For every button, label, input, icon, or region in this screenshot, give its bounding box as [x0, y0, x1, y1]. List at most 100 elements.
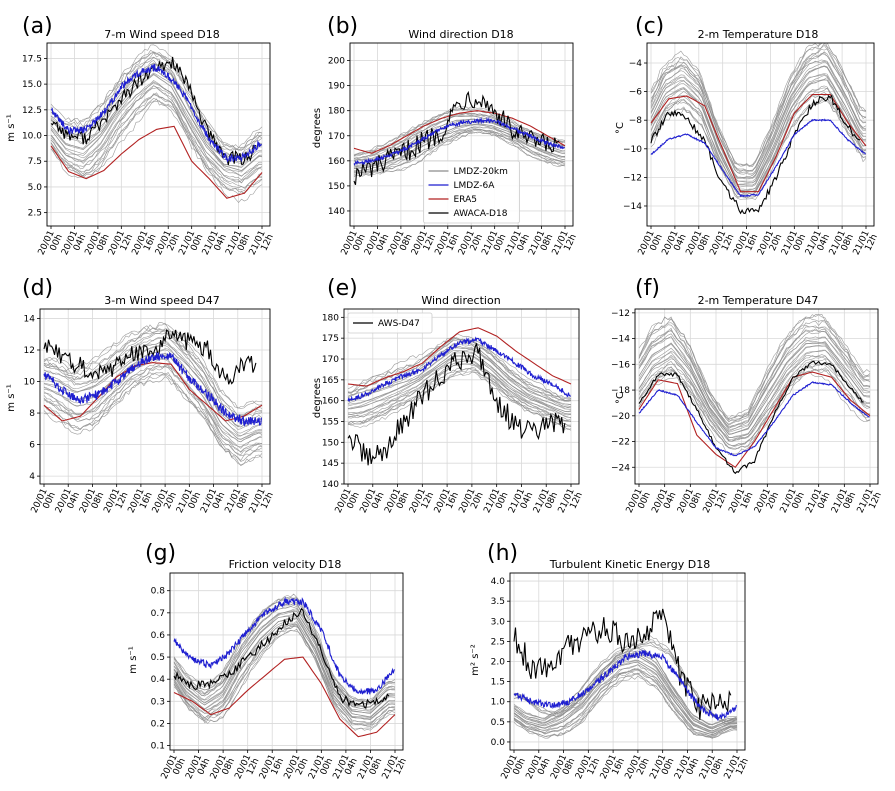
- panel-d: (d) 3-m Wind speed D47 m s⁻¹ 4 6 8 10 12 14 20…: [6, 276, 276, 519]
- series-lmdz20-member: [650, 79, 867, 188]
- x-tick-label: 20/0108h: [383, 487, 411, 519]
- x-tick-label: 20/0120h: [753, 487, 781, 519]
- series-era5: [43, 362, 263, 422]
- series-lmdz20-member: [513, 668, 738, 734]
- x-tick-label: 21/0108h: [223, 487, 251, 519]
- y-tick-label: 165: [322, 376, 339, 386]
- series-lmdz20-member: [513, 673, 737, 739]
- series-lmdz20-member: [43, 322, 263, 416]
- y-axis-label-h: m² s⁻²: [470, 644, 481, 675]
- series-lmdz20-member: [638, 345, 871, 439]
- series-lmdz20-member: [347, 363, 572, 422]
- axes-frame-d: [39, 308, 271, 485]
- series-lmdz20-member: [173, 593, 396, 701]
- y-tick-label: 0.7: [151, 609, 165, 619]
- x-tick-label: 20/0120h: [624, 753, 652, 785]
- y-tick-label: −24: [611, 463, 630, 473]
- legend-label-lmdz6a: LMDZ-6A: [454, 181, 496, 191]
- axes-frame-b: [349, 42, 574, 227]
- series-observations: [650, 94, 861, 215]
- series-lmdz20-member: [650, 74, 867, 185]
- series-observations: [173, 607, 390, 709]
- series-lmdz20-member: [347, 368, 572, 426]
- x-tick-label: 20/0116h: [599, 753, 627, 785]
- x-tick-label: 20/0100h: [637, 229, 665, 261]
- y-tick-label: 6: [29, 441, 35, 451]
- series-lmdz20-member: [173, 610, 396, 711]
- y-tick-label: 150: [322, 438, 339, 448]
- y-tick-label: 190: [328, 82, 345, 92]
- plot-area-c: [650, 43, 867, 215]
- x-tick-label: 21/0104h: [504, 229, 532, 261]
- series-lmdz20-member: [650, 73, 867, 186]
- y-tick-label: 2.5: [491, 637, 505, 647]
- axes-frame-h: [509, 572, 746, 751]
- series-era5: [347, 327, 572, 387]
- series-lmdz20-member: [513, 664, 738, 734]
- x-tick-label: 20/0120h: [154, 229, 182, 261]
- series-lmdz20-member: [347, 337, 572, 402]
- y-tick-label: 12: [24, 346, 35, 356]
- x-tick-label: 21/0100h: [307, 753, 335, 785]
- x-tick-label: 20/0108h: [209, 753, 237, 785]
- y-tick-label: 3.5: [491, 597, 505, 607]
- y-tick-label: 0.2: [151, 719, 165, 729]
- legend-b: LMDZ-20km LMDZ-6A ERA5 AWACA-D18: [423, 160, 520, 224]
- series-lmdz20-member: [638, 368, 871, 450]
- legend-box: [423, 160, 520, 224]
- x-tick-label: 21/0100h: [779, 487, 807, 519]
- series-lmdz20-member: [173, 611, 395, 714]
- x-tick-label: 20/0112h: [702, 487, 730, 519]
- series-lmdz6a: [638, 380, 870, 457]
- y-tick-label: 10: [24, 378, 36, 388]
- x-tick-label: 21/0104h: [199, 487, 227, 519]
- y-tick-label: 0.8: [151, 587, 166, 597]
- x-tick-label: 20/0116h: [127, 487, 155, 519]
- axes-frame-f: [634, 308, 879, 485]
- x-tick-label: 20/0116h: [433, 487, 461, 519]
- x-tick-label: 20/0100h: [160, 753, 188, 785]
- series-lmdz20-member: [347, 346, 572, 408]
- x-tick-label: 20/0104h: [661, 229, 689, 261]
- legend-label-obs: AWACA-D18: [454, 209, 508, 219]
- series-lmdz20-member: [173, 615, 396, 714]
- y-tick-label: 1.0: [491, 698, 506, 708]
- x-tick-label: 21/0108h: [698, 753, 726, 785]
- panel-title-c: 2-m Temperature D18: [698, 28, 819, 41]
- axes-frame-e: [343, 308, 580, 485]
- plot-area-g: [173, 593, 396, 738]
- x-tick-label: 20/0112h: [233, 753, 261, 785]
- x-tick-label: 20/0116h: [727, 487, 755, 519]
- y-tick-label: −14: [611, 335, 630, 345]
- x-tick-label: 20/0116h: [130, 229, 158, 261]
- panel-title-d: 3-m Wind speed D47: [104, 294, 220, 307]
- y-tick-label: 0.4: [151, 675, 166, 685]
- x-tick-label: 20/0104h: [358, 487, 386, 519]
- series-lmdz20-member: [347, 355, 572, 415]
- series-lmdz20-member: [50, 98, 263, 195]
- y-tick-label: −10: [623, 145, 642, 155]
- series-lmdz20-member: [513, 675, 738, 739]
- series-lmdz20-member: [50, 81, 262, 181]
- x-tick-label: 20/0120h: [458, 487, 486, 519]
- y-axis-label-b: degrees: [312, 108, 323, 148]
- y-tick-label: 170: [328, 132, 345, 142]
- x-tick-label: 20/0100h: [334, 487, 362, 519]
- panel-label-b: (b): [327, 14, 358, 39]
- axes-frame-a: [46, 42, 271, 227]
- series-era5: [650, 93, 867, 193]
- x-tick-label: 21/0112h: [248, 487, 276, 519]
- series-lmdz6a: [353, 116, 565, 166]
- x-tick-label: 20/0120h: [756, 229, 784, 261]
- y-tick-label: −8: [629, 116, 643, 126]
- y-tick-label: 170: [322, 355, 339, 365]
- x-tick-label: 20/0104h: [650, 487, 678, 519]
- x-tick-label: 20/0108h: [676, 487, 704, 519]
- y-tick-label: 0.5: [491, 718, 505, 728]
- series-lmdz20-member: [638, 337, 871, 431]
- y-tick-label: 145: [322, 459, 339, 469]
- y-tick-label: −18: [611, 386, 630, 396]
- y-tick-label: 2.0: [491, 658, 506, 668]
- y-tick-label: 160: [328, 157, 345, 167]
